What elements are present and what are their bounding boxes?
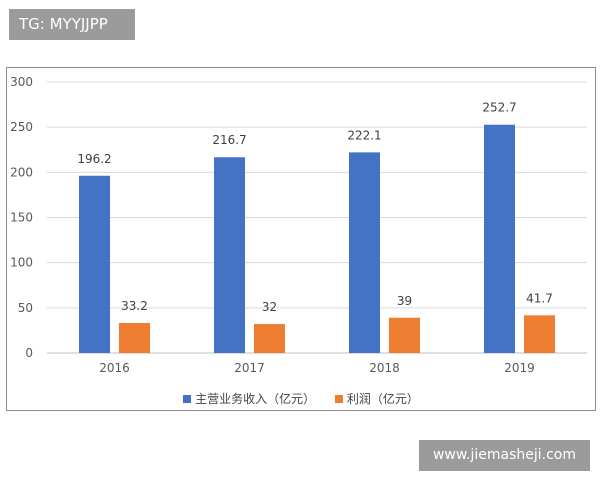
data-label-revenue: 252.7: [482, 101, 516, 115]
x-tick-label: 2018: [369, 361, 400, 375]
legend-swatch-profit: [334, 395, 343, 403]
data-label-profit: 41.7: [526, 291, 553, 305]
y-tick-label: 300: [10, 75, 33, 89]
x-tick-label: 2019: [504, 361, 535, 375]
bar-profit: [119, 323, 150, 353]
legend-label-profit: 利润（亿元）: [346, 392, 419, 406]
x-tick-label: 2016: [99, 361, 130, 375]
bar-chart: 0 50 100 150 200 250 300 196.2 33.2 2016 216.7 32 20…: [10, 75, 587, 375]
bar-revenue: [349, 152, 380, 353]
data-label-revenue: 196.2: [77, 152, 111, 166]
y-tick-label: 0: [25, 346, 33, 360]
y-tick-label: 200: [10, 165, 33, 179]
legend-swatch-revenue: [183, 395, 192, 403]
y-tick-label: 150: [10, 211, 33, 225]
legend-label-revenue: 主营业务收入（亿元）: [195, 392, 316, 406]
y-tick-label: 50: [18, 301, 33, 315]
bar-profit: [389, 317, 420, 353]
legend: 主营业务收入（亿元） 利润（亿元）: [7, 390, 595, 407]
chart-frame: 0 50 100 150 200 250 300 196.2 33.2 2016 216.7 32 20…: [6, 67, 596, 411]
bar-revenue: [79, 175, 110, 353]
bar-profit: [254, 324, 285, 353]
data-label-profit: 33.2: [121, 299, 148, 313]
bar-revenue: [484, 124, 515, 353]
legend-item-revenue: 主营业务收入（亿元）: [183, 390, 315, 407]
x-tick-label: 2017: [234, 361, 265, 375]
data-label-profit: 32: [262, 300, 277, 314]
data-label-revenue: 222.1: [347, 128, 381, 142]
bar-revenue: [214, 157, 245, 353]
y-tick-label: 250: [10, 120, 33, 134]
watermark-bottom: www.jiemasheji.com: [419, 440, 590, 471]
y-tick-label: 100: [10, 256, 33, 270]
data-label-revenue: 216.7: [212, 133, 246, 147]
watermark-top: TG: MYYJJPP: [9, 9, 135, 40]
legend-item-profit: 利润（亿元）: [334, 390, 419, 407]
data-label-profit: 39: [397, 294, 412, 308]
bar-profit: [524, 315, 555, 353]
